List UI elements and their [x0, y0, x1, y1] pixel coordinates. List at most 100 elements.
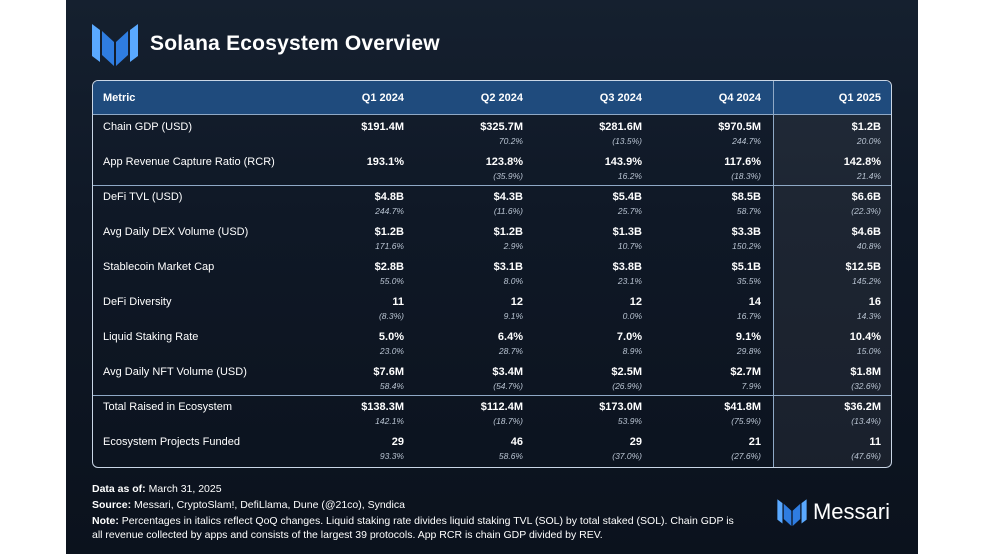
cell-value: 9.1%	[735, 331, 761, 343]
footer-notes: Data as of: March 31, 2025 Source: Messa…	[92, 482, 742, 544]
cell-value: $36.2M	[844, 401, 881, 413]
cell-change: 142.1%	[375, 416, 404, 426]
cell-value: 6.4%	[497, 331, 523, 343]
cell-value: $1.3B	[612, 226, 642, 238]
table-row: Ecosystem Projects Funded 29 93.3% 46 58.6% 2…	[93, 430, 891, 465]
row-label: Liquid Staking Rate	[103, 331, 199, 343]
cell-change: (11.6%)	[493, 206, 523, 216]
cell-change: (75.9%)	[731, 416, 761, 426]
row-label: Avg Daily DEX Volume (USD)	[103, 226, 249, 238]
cell-change: 20.0%	[856, 136, 881, 146]
cell-change: 35.5%	[736, 276, 761, 286]
cell-change: (35.9%)	[493, 171, 523, 181]
cell-change: 9.1%	[503, 311, 523, 321]
cell-change: 58.4%	[379, 381, 404, 391]
column-header-q3-2024: Q3 2024	[599, 92, 642, 104]
cell-change: 58.7%	[736, 206, 761, 216]
cell-value: 12	[629, 296, 642, 308]
cell-change: 29.8%	[736, 346, 761, 356]
cell-value: $5.4B	[612, 191, 642, 203]
row-label: DeFi Diversity	[103, 296, 172, 308]
cell-change: 8.9%	[622, 346, 642, 356]
cell-change: 244.7%	[375, 206, 404, 216]
column-divider	[773, 81, 774, 115]
table-row: Liquid Staking Rate 5.0% 23.0% 6.4% 28.7% 7.0…	[93, 325, 891, 360]
highlighted-column	[773, 115, 891, 467]
cell-value: $12.5B	[845, 261, 881, 273]
table-row: Chain GDP (USD) $191.4M $325.7M 70.2% $281.6…	[93, 115, 891, 150]
table-row: Stablecoin Market Cap $2.8B 55.0% $3.1B 8.0%…	[93, 255, 891, 290]
cell-value: 46	[510, 436, 523, 448]
cell-change: 55.0%	[379, 276, 404, 286]
cell-change: 171.6%	[375, 241, 404, 251]
cell-change: 0.0%	[622, 311, 642, 321]
cell-change: 23.1%	[617, 276, 642, 286]
cell-value: $2.5M	[611, 366, 642, 378]
cell-change: (47.6%)	[851, 451, 881, 461]
cell-value: $3.1B	[493, 261, 523, 273]
row-label: Stablecoin Market Cap	[103, 261, 215, 273]
cell-value: 16	[868, 296, 881, 308]
cell-change: 14.3%	[856, 311, 881, 321]
table-header: Metric Q1 2024 Q2 2024 Q3 2024 Q4 2024 Q…	[93, 81, 891, 115]
cell-value: $1.2B	[493, 226, 523, 238]
cell-change: (22.3%)	[851, 206, 881, 216]
column-header-q2-2024: Q2 2024	[480, 92, 523, 104]
cell-value: $970.5M	[718, 121, 761, 133]
cell-value: $4.3B	[493, 191, 523, 203]
cell-change: 58.6%	[498, 451, 523, 461]
cell-value: $2.8B	[374, 261, 404, 273]
header: Solana Ecosystem Overview	[92, 22, 440, 66]
row-label: Total Raised in Ecosystem	[103, 401, 232, 413]
row-label: Ecosystem Projects Funded	[103, 436, 240, 448]
cell-value: $1.2B	[851, 121, 881, 133]
column-header-metric: Metric	[103, 92, 136, 104]
cell-change: 53.9%	[617, 416, 642, 426]
cell-value: $138.3M	[361, 401, 404, 413]
section-divider	[93, 395, 891, 396]
cell-change: 16.2%	[617, 171, 642, 181]
column-header-q1-2024: Q1 2024	[361, 92, 404, 104]
brand-name: Messari	[812, 499, 890, 524]
cell-change: 25.7%	[617, 206, 642, 216]
cell-value: 12	[510, 296, 523, 308]
cell-value: $112.4M	[480, 401, 523, 413]
column-header-q4-2024: Q4 2024	[718, 92, 761, 104]
cell-value: $4.8B	[374, 191, 404, 203]
cell-value: 193.1%	[366, 156, 404, 168]
cell-value: 11	[392, 296, 404, 308]
cell-change: 10.7%	[617, 241, 642, 251]
cell-value: $325.7M	[480, 121, 523, 133]
cell-change: 28.7%	[498, 346, 523, 356]
cell-change: (18.3%)	[731, 171, 761, 181]
cell-change: 7.9%	[741, 381, 761, 391]
cell-value: $3.4M	[492, 366, 523, 378]
cell-value: $4.6B	[851, 226, 881, 238]
cell-value: 142.8%	[843, 156, 881, 168]
cell-change: 15.0%	[856, 346, 881, 356]
cell-change: 8.0%	[503, 276, 523, 286]
cell-change: (54.7%)	[493, 381, 523, 391]
cell-value: $281.6M	[599, 121, 642, 133]
cell-value: $41.8M	[724, 401, 761, 413]
metrics-table: Metric Q1 2024 Q2 2024 Q3 2024 Q4 2024 Q…	[92, 80, 892, 468]
table-row: Avg Daily DEX Volume (USD) $1.2B 171.6% $1.…	[93, 220, 891, 255]
cell-change: 21.4%	[856, 171, 881, 181]
cell-value: 21	[748, 436, 761, 448]
cell-value: $2.7M	[730, 366, 761, 378]
table-row: Total Raised in Ecosystem $138.3M 142.1% $1…	[93, 395, 891, 430]
table-row: DeFi TVL (USD) $4.8B 244.7% $4.3B (11.6%) $5.…	[93, 185, 891, 220]
method-note: Note: Percentages in italics reflect QoQ…	[92, 515, 734, 541]
column-header-q1-2025: Q1 2025	[838, 92, 881, 104]
table-row: DeFi Diversity 11 (8.3%) 12 9.1% 12 0.0% 14 16.7…	[93, 290, 891, 325]
cell-change: 70.2%	[498, 136, 523, 146]
cell-change: 150.2%	[732, 241, 761, 251]
cell-value: $7.6M	[373, 366, 404, 378]
cell-value: $1.8M	[850, 366, 881, 378]
cell-change: 2.9%	[503, 241, 523, 251]
row-label: Avg Daily NFT Volume (USD)	[103, 366, 247, 378]
cell-change: (8.3%)	[378, 311, 404, 321]
messari-logo-icon	[92, 24, 138, 66]
cell-change: (13.4%)	[851, 416, 881, 426]
cell-change: 16.7%	[736, 311, 761, 321]
